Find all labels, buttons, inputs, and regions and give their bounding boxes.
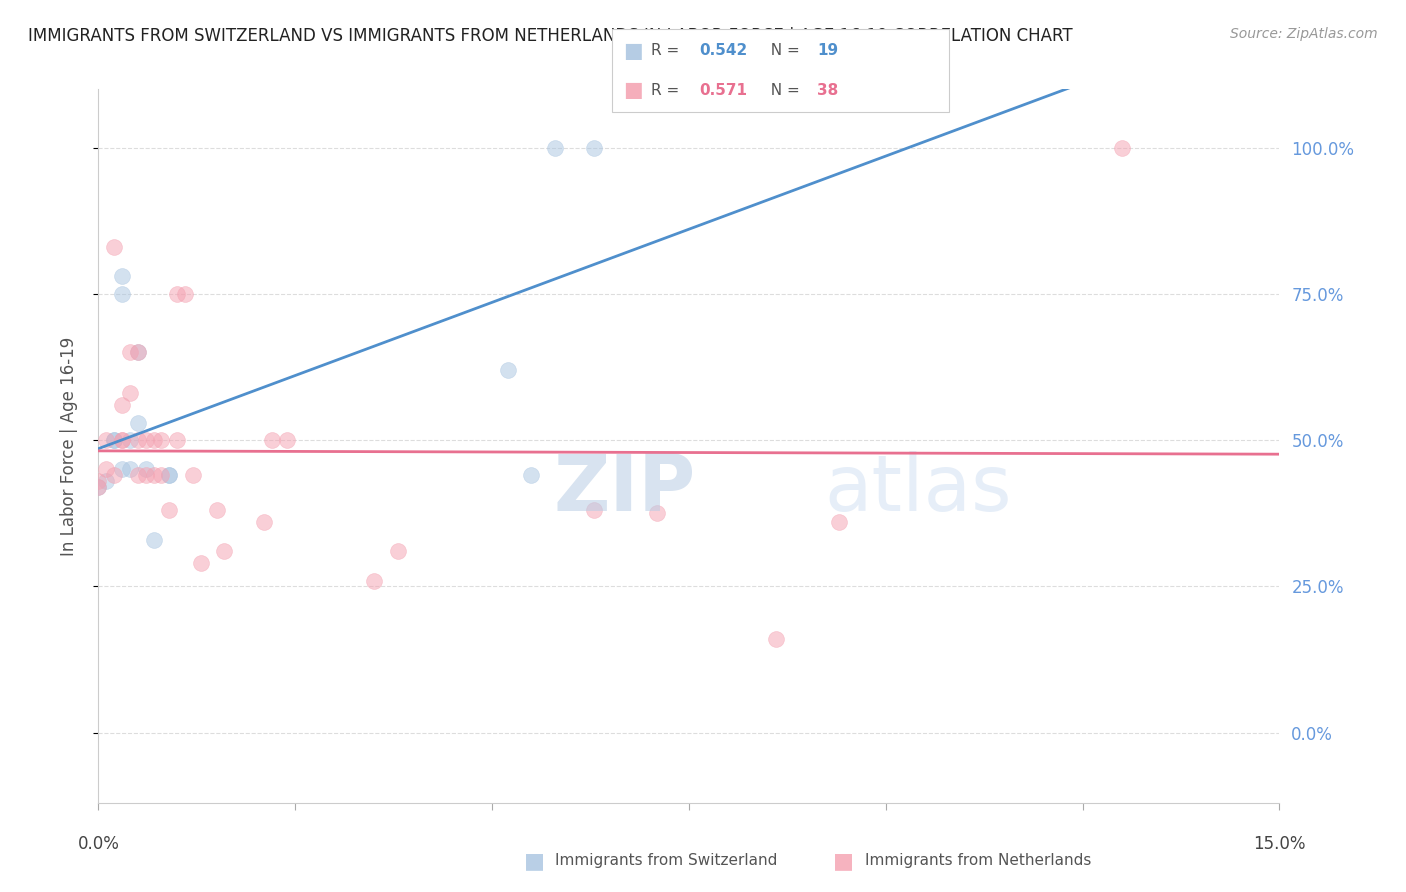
- Point: [190, 556, 212, 570]
- Point: [520, 468, 543, 483]
- Point: [142, 433, 165, 447]
- Point: [127, 468, 149, 483]
- Point: [765, 632, 787, 646]
- Point: [96, 462, 118, 476]
- Point: [174, 287, 197, 301]
- Point: [135, 462, 157, 476]
- Point: [118, 462, 141, 476]
- Text: 38: 38: [817, 83, 838, 97]
- Point: [118, 433, 141, 447]
- Text: ■: ■: [623, 80, 643, 100]
- Point: [142, 533, 165, 547]
- Point: [205, 503, 228, 517]
- Y-axis label: In Labor Force | Age 16-19: In Labor Force | Age 16-19: [59, 336, 77, 556]
- Text: ■: ■: [524, 851, 544, 871]
- Point: [157, 468, 180, 483]
- Text: Source: ZipAtlas.com: Source: ZipAtlas.com: [1230, 27, 1378, 41]
- Point: [647, 506, 669, 520]
- Point: [496, 363, 519, 377]
- Point: [103, 240, 125, 254]
- Point: [166, 433, 188, 447]
- Point: [166, 287, 188, 301]
- Text: 19: 19: [817, 44, 838, 58]
- Point: [103, 433, 125, 447]
- Point: [253, 515, 276, 529]
- Text: ■: ■: [623, 41, 643, 61]
- Point: [118, 345, 141, 359]
- Text: 15.0%: 15.0%: [1253, 835, 1306, 853]
- Point: [214, 544, 236, 558]
- Point: [157, 503, 180, 517]
- Point: [96, 474, 118, 488]
- Point: [103, 468, 125, 483]
- Point: [111, 287, 134, 301]
- Point: [260, 433, 283, 447]
- Point: [583, 141, 606, 155]
- Point: [87, 480, 110, 494]
- Point: [111, 433, 134, 447]
- Text: atlas: atlas: [825, 450, 1012, 527]
- Point: [135, 468, 157, 483]
- Point: [111, 462, 134, 476]
- Point: [135, 433, 157, 447]
- Point: [181, 468, 204, 483]
- Text: 0.571: 0.571: [699, 83, 747, 97]
- Point: [127, 345, 149, 359]
- Point: [111, 433, 134, 447]
- Point: [544, 141, 567, 155]
- Text: N =: N =: [761, 83, 804, 97]
- Point: [276, 433, 298, 447]
- Point: [827, 515, 849, 529]
- Point: [111, 269, 134, 284]
- Text: ZIP: ZIP: [553, 450, 696, 527]
- Point: [127, 433, 149, 447]
- Text: N =: N =: [761, 44, 804, 58]
- Point: [363, 574, 385, 588]
- Point: [96, 433, 118, 447]
- Text: IMMIGRANTS FROM SWITZERLAND VS IMMIGRANTS FROM NETHERLANDS IN LABOR FORCE | AGE : IMMIGRANTS FROM SWITZERLAND VS IMMIGRANT…: [28, 27, 1073, 45]
- Point: [103, 433, 125, 447]
- Text: R =: R =: [651, 44, 685, 58]
- Text: 0.542: 0.542: [699, 44, 747, 58]
- Point: [127, 345, 149, 359]
- Point: [157, 468, 180, 483]
- Point: [583, 503, 606, 517]
- Point: [111, 398, 134, 412]
- Point: [387, 544, 409, 558]
- Point: [87, 480, 110, 494]
- Point: [142, 468, 165, 483]
- Point: [150, 468, 173, 483]
- Point: [1111, 141, 1133, 155]
- Point: [150, 433, 173, 447]
- Text: R =: R =: [651, 83, 685, 97]
- Point: [87, 474, 110, 488]
- Point: [118, 386, 141, 401]
- Text: 0.0%: 0.0%: [77, 835, 120, 853]
- Text: ■: ■: [834, 851, 853, 871]
- Point: [127, 416, 149, 430]
- Text: Immigrants from Netherlands: Immigrants from Netherlands: [865, 854, 1091, 868]
- Text: Immigrants from Switzerland: Immigrants from Switzerland: [555, 854, 778, 868]
